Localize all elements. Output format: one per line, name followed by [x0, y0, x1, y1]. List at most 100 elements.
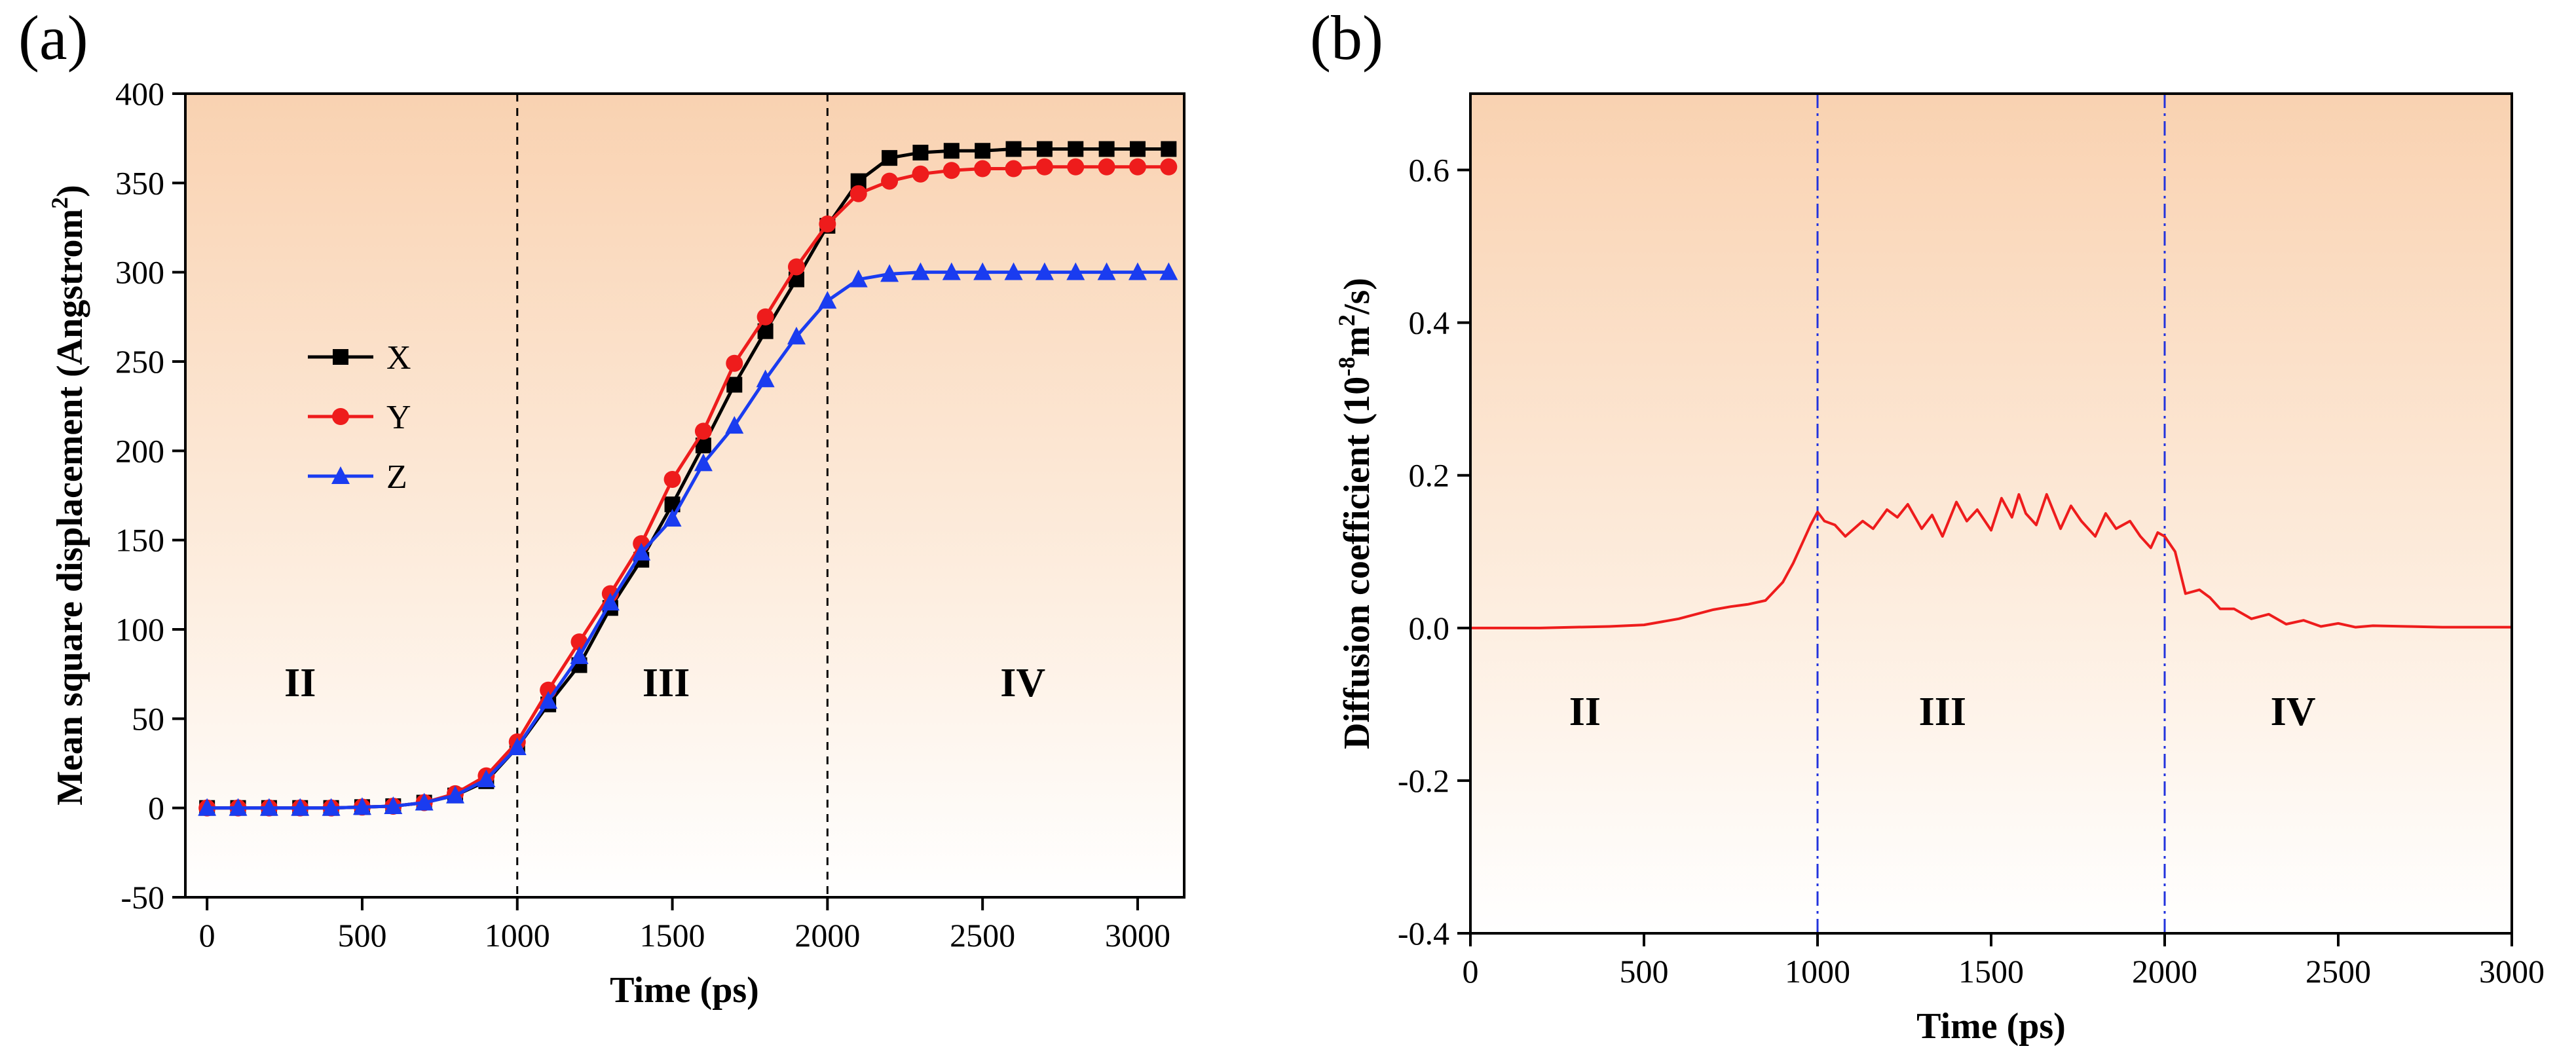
series-y-point: [1129, 158, 1146, 176]
legend-marker-x: [333, 349, 348, 365]
panel-a-y-tick-label: 300: [115, 254, 164, 291]
series-z-point: [818, 291, 837, 309]
series-z-point: [477, 770, 496, 788]
legend-marker-y: [332, 408, 349, 425]
series-z-point: [911, 262, 930, 280]
series-z-point: [973, 262, 992, 280]
panel-a-x-tick-label: 1000: [485, 917, 550, 954]
series-z-point: [849, 269, 868, 288]
panel-b-diffusion-chart: (b) 0 500 1000 1500 2000 2500 3000 -0.4 -0.2 0.0 0…: [1310, 3, 2545, 1047]
series-x-point: [882, 150, 898, 166]
panel-a-x-axis-title: Time (ps): [610, 970, 759, 1011]
panel-a-y-tick-label: 200: [115, 432, 164, 469]
series-y-point: [912, 165, 929, 183]
panel-a-y-tick-label: 0: [148, 790, 164, 827]
series-z-point: [1128, 262, 1147, 280]
panel-a-x-tick-label: 0: [199, 917, 215, 954]
series-z-point: [942, 262, 961, 280]
panel-a-x-tick-label: 1500: [640, 917, 705, 954]
series-x-point: [1161, 141, 1177, 157]
series-z-point: [198, 798, 217, 816]
panel-a-region-label: IV: [1000, 661, 1045, 705]
panel-b-region-label: IV: [2271, 690, 2316, 734]
series-z: [198, 262, 1178, 816]
series-z-point: [229, 798, 248, 816]
panel-a-y-tick-label: 150: [115, 522, 164, 559]
series-y-point: [1005, 160, 1022, 177]
series-x-point: [1129, 141, 1146, 157]
panel-a-y-tick-label: -50: [121, 879, 164, 916]
series-z-point: [1035, 262, 1054, 280]
series-y-point: [1160, 158, 1178, 176]
panel-a-plot-frame: [184, 92, 1185, 899]
series-z-point: [322, 798, 341, 816]
panel-a-region-label: III: [643, 661, 690, 705]
legend-label-z: Z: [386, 458, 407, 496]
panel-b-x-tick-label: 2500: [2305, 953, 2371, 990]
panel-b-x-tick-label: 1500: [1958, 953, 2024, 990]
series-y-point: [849, 185, 867, 202]
series-x-point: [975, 143, 991, 159]
series-z-point: [880, 264, 899, 282]
panel-b-y-tick-label: -0.2: [1398, 762, 1449, 799]
panel-a-region-label: II: [284, 661, 316, 705]
panel-b-y-tick-label: 0.6: [1409, 152, 1450, 189]
series-y-point: [726, 354, 743, 372]
panel-a-y-tick-label: 400: [115, 75, 164, 112]
series-y-point: [1036, 158, 1053, 176]
panel-a-label: (a): [18, 3, 88, 73]
diffusion-coefficient-line: [1470, 493, 2512, 629]
panel-b-x-tick-label: 0: [1463, 953, 1479, 990]
series-z-point: [1097, 262, 1116, 280]
panel-a-legend: XYZ: [308, 339, 411, 496]
series-x-point: [1098, 141, 1115, 157]
panel-a-y-tick-label: 100: [115, 611, 164, 648]
series-z-point: [570, 646, 589, 664]
series-z-point: [787, 326, 806, 344]
panel-b-region-label: III: [1919, 690, 1966, 734]
series-z-point: [508, 737, 527, 755]
panel-b-y-tick-label: -0.4: [1398, 915, 1449, 952]
panel-b-x-tick-label: 3000: [2479, 953, 2545, 990]
panel-b-y-tick-label: 0.4: [1409, 305, 1450, 341]
panel-a-y-tick-label: 50: [132, 700, 164, 737]
series-z-line: [207, 270, 1169, 810]
panel-b-x-tick-label: 2000: [2132, 953, 2197, 990]
series-x-point: [1036, 141, 1053, 157]
panel-a-x-tick-label: 2500: [950, 917, 1015, 954]
legend-label-y: Y: [386, 399, 411, 436]
series-x-point: [726, 377, 743, 393]
panel-b-x-tick-label: 1000: [1785, 953, 1850, 990]
series-x-point: [912, 144, 929, 160]
panel-b-y-tick-label: 0.0: [1409, 610, 1450, 646]
panel-a-msd-chart: (a) 0 500 1000 1500 2000 2500 3000 -50 0 50 100 150…: [18, 3, 1185, 1011]
series-y-point: [1067, 158, 1085, 176]
series-y-point: [1098, 158, 1115, 176]
panel-a-x-tick-label: 3000: [1105, 917, 1170, 954]
series-z-point: [1004, 262, 1023, 280]
series-x-point: [1068, 141, 1084, 157]
panel-b-region-label: II: [1569, 690, 1601, 734]
panel-a-x-tick-label: 2000: [794, 917, 860, 954]
series-z-point: [291, 798, 310, 816]
panel-a-y-tick-label: 350: [115, 164, 164, 201]
series-z-point: [446, 785, 465, 804]
series-z-point: [632, 542, 651, 561]
series-z-point: [352, 797, 371, 815]
series-z-point: [694, 453, 713, 472]
series-z-point: [756, 369, 775, 388]
panel-b-label: (b): [1310, 3, 1383, 73]
series-x-point: [1005, 141, 1022, 157]
series-y-point: [694, 422, 712, 440]
panel-a-y-axis-title: Mean square displacement (Angstrom2): [47, 185, 90, 806]
panel-b-y-axis-title: Diffusion coefficient (10-8m2/s): [1334, 278, 1377, 749]
series-z-point: [539, 691, 558, 709]
legend-marker-z: [331, 466, 350, 484]
series-y-point: [881, 172, 899, 190]
series-z-point: [259, 798, 278, 816]
series-z-point: [1159, 262, 1178, 280]
series-y-point: [819, 215, 836, 233]
panel-b-plot-background: [1470, 94, 2512, 933]
panel-a-x-tick-label: 500: [337, 917, 386, 954]
